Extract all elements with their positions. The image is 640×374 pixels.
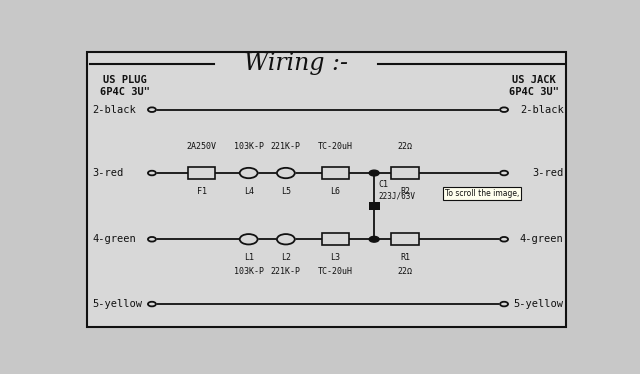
- Text: 3-red: 3-red: [532, 168, 564, 178]
- Text: L1: L1: [244, 253, 253, 262]
- Text: 3-red: 3-red: [92, 168, 124, 178]
- Circle shape: [148, 107, 156, 112]
- Text: 22Ω: 22Ω: [397, 267, 412, 276]
- Circle shape: [500, 171, 508, 175]
- Text: L3: L3: [330, 253, 340, 262]
- Text: Wiring :-: Wiring :-: [244, 52, 348, 75]
- Text: 4-green: 4-green: [520, 234, 564, 244]
- Bar: [391, 167, 419, 179]
- Circle shape: [500, 107, 508, 112]
- Text: US JACK: US JACK: [512, 75, 556, 85]
- Text: 4-green: 4-green: [92, 234, 136, 244]
- Text: L2: L2: [281, 253, 291, 262]
- Bar: [369, 202, 380, 210]
- Text: 6P4C 3U": 6P4C 3U": [509, 87, 559, 96]
- Text: F1: F1: [196, 187, 207, 196]
- Circle shape: [148, 302, 156, 306]
- Text: 103K-P: 103K-P: [234, 142, 264, 151]
- Text: 221K-P: 221K-P: [271, 267, 301, 276]
- Text: TC-20uH: TC-20uH: [318, 267, 353, 276]
- Text: US PLUG: US PLUG: [103, 75, 147, 85]
- Text: C1: C1: [378, 180, 388, 189]
- Bar: [322, 167, 349, 179]
- Text: 2A250V: 2A250V: [186, 142, 216, 151]
- Text: TC-20uH: TC-20uH: [318, 142, 353, 151]
- Circle shape: [240, 168, 257, 178]
- Text: 5-yellow: 5-yellow: [92, 299, 143, 309]
- Text: 221K-P: 221K-P: [271, 142, 301, 151]
- Text: R2: R2: [400, 187, 410, 196]
- Text: L6: L6: [330, 187, 340, 196]
- Circle shape: [240, 234, 257, 245]
- Circle shape: [500, 237, 508, 242]
- Circle shape: [148, 237, 156, 242]
- Circle shape: [500, 302, 508, 306]
- Circle shape: [148, 171, 156, 175]
- Text: To scroll the image,: To scroll the image,: [445, 189, 519, 198]
- Circle shape: [277, 234, 295, 245]
- Text: 5-yellow: 5-yellow: [513, 299, 564, 309]
- Text: L5: L5: [281, 187, 291, 196]
- Text: 103K-P: 103K-P: [234, 267, 264, 276]
- Bar: [391, 233, 419, 245]
- Text: 2-black: 2-black: [520, 105, 564, 115]
- Circle shape: [369, 236, 379, 242]
- Text: R1: R1: [400, 253, 410, 262]
- Circle shape: [277, 168, 295, 178]
- Text: 22Ω: 22Ω: [397, 142, 412, 151]
- Text: L4: L4: [244, 187, 253, 196]
- Text: 6P4C 3U": 6P4C 3U": [100, 87, 150, 96]
- FancyBboxPatch shape: [88, 52, 566, 327]
- Text: 2-black: 2-black: [92, 105, 136, 115]
- Bar: [188, 167, 215, 179]
- Text: 223J/63V: 223J/63V: [378, 192, 415, 201]
- Bar: [322, 233, 349, 245]
- Circle shape: [369, 170, 379, 176]
